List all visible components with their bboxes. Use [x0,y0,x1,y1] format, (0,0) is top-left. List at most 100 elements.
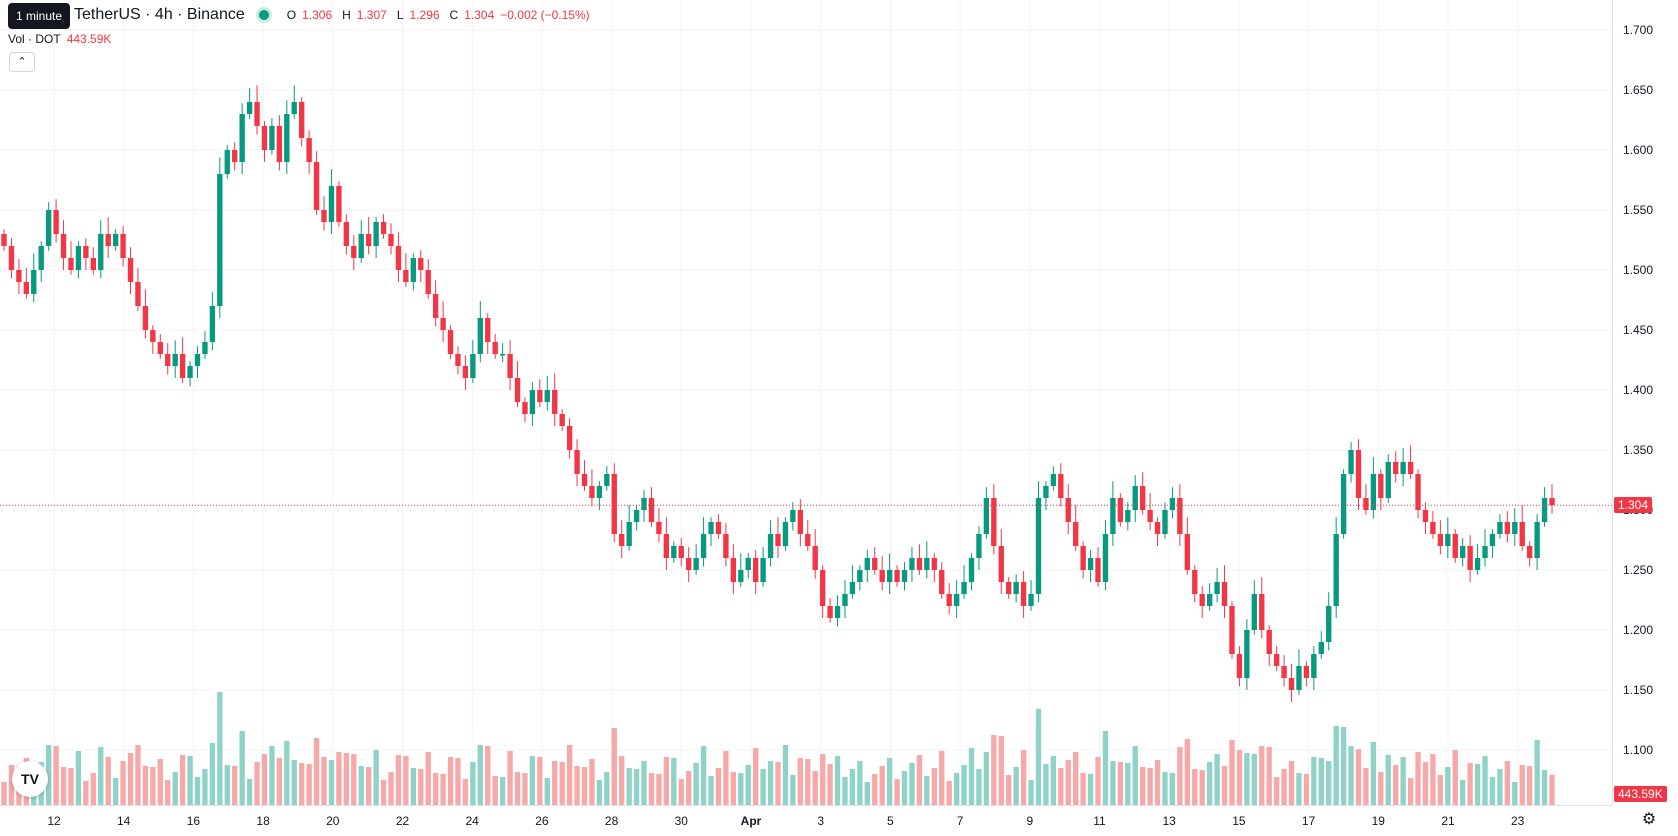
volume-bar [1333,726,1339,805]
price-tick-label: 1.450 [1623,323,1654,337]
candle-body [514,378,521,402]
candle-body [403,270,409,282]
volume-bar [946,781,952,805]
volume-bar [120,761,126,805]
candle-body [715,522,722,534]
price-tick-label: 1.150 [1623,683,1654,697]
volume-bar [239,731,245,805]
volume-bar [321,757,327,805]
candle-body [1318,642,1324,654]
candle-body [522,402,528,414]
candle-body [1445,534,1451,546]
candle-body [60,234,67,258]
volume-bar [1221,766,1228,805]
volume-bar [1087,774,1094,805]
price-tick-label: 1.400 [1623,383,1654,397]
volume-bar [879,766,885,805]
volume-label[interactable]: Vol · DOT [8,32,61,46]
time-tick-label: 18 [256,814,270,828]
candle-body [619,534,625,546]
candle-body [1147,510,1153,522]
volume-bar [1073,752,1079,805]
candle-body [1512,522,1518,534]
candle-body [425,270,431,294]
candle-body [552,390,558,414]
settings-gear-icon[interactable]: ⚙ [1641,811,1657,828]
candle-body [730,558,737,582]
volume-bar [1102,731,1109,805]
candle-body [1519,522,1525,546]
volume-bar [98,747,104,805]
candle-body [1236,654,1243,678]
volume-bar [1139,767,1146,805]
candle-body [537,390,543,402]
chevron-up-icon[interactable]: ⌃ [9,52,35,72]
candle-body [45,210,52,246]
volume-bar [1095,757,1101,805]
candle-body [626,522,632,546]
volume-bar [782,745,789,805]
chart-pane[interactable]: 1 minute TetherUS · 4h · Binance O 1.306 … [0,0,1612,805]
candle-body [983,498,990,534]
candle-body [1340,474,1347,534]
candle-body [1526,546,1533,558]
candle-body [1199,594,1205,606]
volume-bar [1273,777,1280,805]
candle-body [432,294,439,318]
volume-bar [142,766,149,805]
candle-body [1169,498,1176,510]
volume-bar [775,762,781,805]
volume-bar [1318,758,1324,805]
time-tick-label: 28 [604,814,619,828]
volume-bar [1184,739,1191,805]
volume-bar [1303,774,1310,805]
volume-bar [1035,709,1042,805]
volume-bar [1549,774,1555,805]
volume-bar [790,775,796,805]
volume-bar [217,692,223,805]
time-tick-label: 14 [117,814,131,828]
last-volume-badge: 443.59K [1614,786,1667,802]
volume-bar [730,772,737,805]
volume-bar [641,761,647,805]
candle-body [388,234,394,246]
candle-body [1549,498,1555,506]
candle-body [142,306,149,330]
price-chart[interactable] [0,0,1612,805]
candle-body [1192,570,1198,594]
volume-bar [403,756,409,805]
candle-body [395,246,402,270]
candle-body [998,546,1004,582]
price-tick-label: 1.550 [1623,203,1654,217]
volume-bar [797,758,804,805]
candle-body [477,318,483,354]
volume-bar [1393,765,1399,805]
volume-bar [1430,754,1436,805]
candle-body [1206,594,1213,606]
volume-bar [886,758,893,805]
volume-bar [1512,782,1518,805]
candle-body [1266,630,1272,654]
candle-body [343,222,350,246]
tradingview-logo-icon[interactable]: TV [12,761,48,797]
candle-body [1102,534,1109,582]
candle-body [589,486,595,498]
price-axis[interactable]: 1.700 1.650 1.600 1.550 1.500 1.450 1.400 1.350… [1612,0,1678,805]
candle-body [1482,546,1488,558]
volume-bar [1474,764,1481,805]
volume-bar [135,745,141,805]
candle-body [269,126,275,150]
price-tick-label: 1.650 [1623,83,1654,97]
candle-body [299,102,305,138]
candle-body [217,174,223,306]
volume-bar [351,754,357,805]
volume-bar [150,767,156,805]
symbol-title[interactable]: TetherUS · 4h · Binance [74,6,245,23]
time-axis[interactable]: 12 14 16 18 20 22 24 26 28 30 Apr 3 5 7 9 11 13 15 17 19 21 2… [0,805,1612,836]
candle-body [1497,522,1503,534]
time-tick-label: 9 [1026,814,1034,828]
volume-bar [1378,772,1384,805]
candle-body [31,270,37,294]
volume-bar [663,757,670,805]
volume-bar [983,752,990,805]
